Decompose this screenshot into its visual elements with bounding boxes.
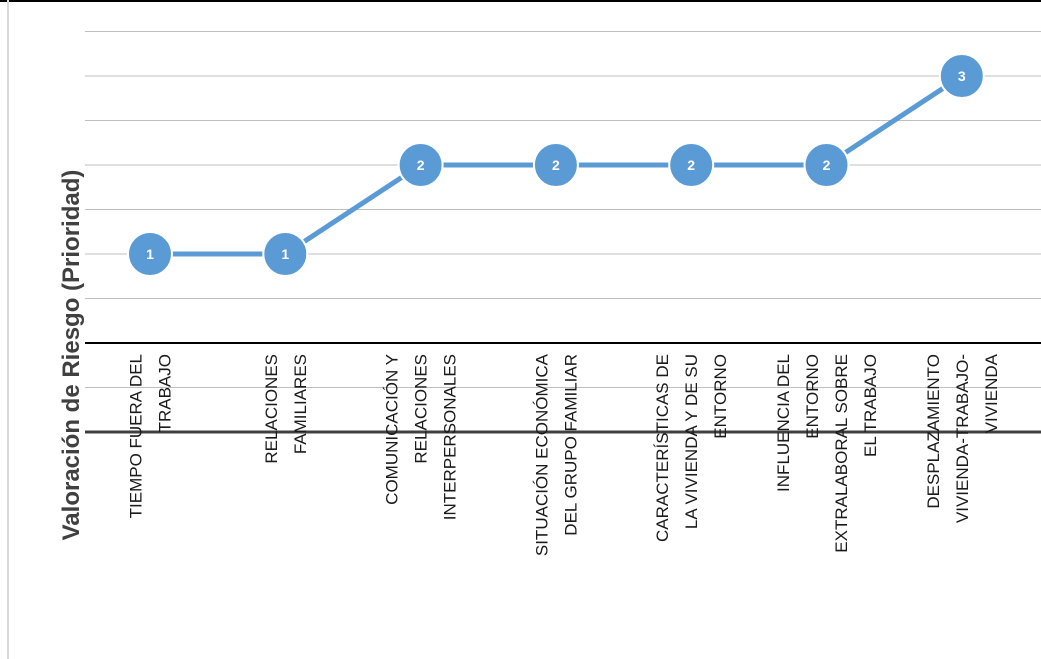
x-tick-label-line: SITUACIÓN ECONÓMICA <box>532 353 551 556</box>
data-point-marker <box>262 231 309 277</box>
x-tick-label: CARACTERÍSTICAS DE LA VIVIENDA Y DE SU ENT… <box>653 354 730 542</box>
x-tick-label: SITUACIÓN ECONÓMICA DEL GRUPO FAMILIAR <box>532 353 580 556</box>
x-tick-label-line: VIVIENDA-TRABAJO- <box>953 354 972 523</box>
x-tick-label-line: INTERPERSONALES <box>441 354 460 520</box>
x-tick-label-line: ENTORNO <box>803 354 822 439</box>
data-points: 1 1 2 2 2 2 3 <box>127 53 985 277</box>
x-tick-label: TIEMPO FUERA DEL TRABAJO <box>127 354 175 518</box>
data-point-marker <box>938 53 985 99</box>
x-tick-label: RELACIONES FAMILIARES <box>262 354 310 464</box>
x-tick-label: INFLUENCIA DEL ENTORNO EXTRALABORAL SOBRE E… <box>774 354 880 553</box>
frame-top-border <box>0 0 1041 2</box>
x-tick-label-line: FAMILIARES <box>291 354 310 454</box>
x-tick-label: COMUNICACIÓN Y RELACIONES INTERPERSONALES <box>383 354 460 520</box>
x-tick-labels: TIEMPO FUERA DEL TRABAJO RELACIONES FAMILIA… <box>127 353 1001 556</box>
x-tick-label-line: ENTORNO <box>711 354 730 439</box>
data-point-marker <box>532 142 579 188</box>
data-label: 1 <box>281 246 289 262</box>
data-label: 1 <box>146 246 154 262</box>
x-tick-label-line: LA VIVIENDA Y DE SU <box>682 354 701 529</box>
x-tick-label: DESPLAZAMIENTO VIVIENDA-TRABAJO- VIVIENDA <box>924 353 1001 523</box>
x-tick-label-line: VIVIENDA <box>982 353 1001 433</box>
x-tick-label-line: RELACIONES <box>412 354 431 464</box>
data-point-marker <box>127 231 173 277</box>
x-tick-label-line: DEL GRUPO FAMILIAR <box>561 354 580 536</box>
data-label: 2 <box>823 157 831 173</box>
x-tick-label-line: EXTRALABORAL SOBRE <box>832 354 851 553</box>
x-tick-label-line: RELACIONES <box>262 354 281 464</box>
x-tick-label-line: EL TRABAJO <box>861 354 880 457</box>
data-point-marker <box>668 142 715 188</box>
x-tick-label-line: TIEMPO FUERA DEL <box>127 354 146 518</box>
data-point-marker <box>397 142 444 188</box>
y-axis-label: Valoración de Riesgo (Prioridad) <box>58 170 85 541</box>
gridlines <box>85 31 1041 388</box>
data-label: 2 <box>552 157 560 173</box>
data-label: 2 <box>417 157 425 173</box>
x-tick-label-line: CARACTERÍSTICAS DE <box>653 354 672 542</box>
data-point-marker <box>803 142 850 188</box>
data-label: 3 <box>958 68 966 84</box>
x-tick-label-line: INFLUENCIA DEL <box>774 354 793 492</box>
x-tick-label-line: DESPLAZAMIENTO <box>924 354 943 509</box>
data-label: 2 <box>687 157 695 173</box>
frame-left-border <box>7 0 9 659</box>
x-tick-label-line: TRABAJO <box>156 354 175 432</box>
x-tick-label-line: COMUNICACIÓN Y <box>383 354 402 505</box>
